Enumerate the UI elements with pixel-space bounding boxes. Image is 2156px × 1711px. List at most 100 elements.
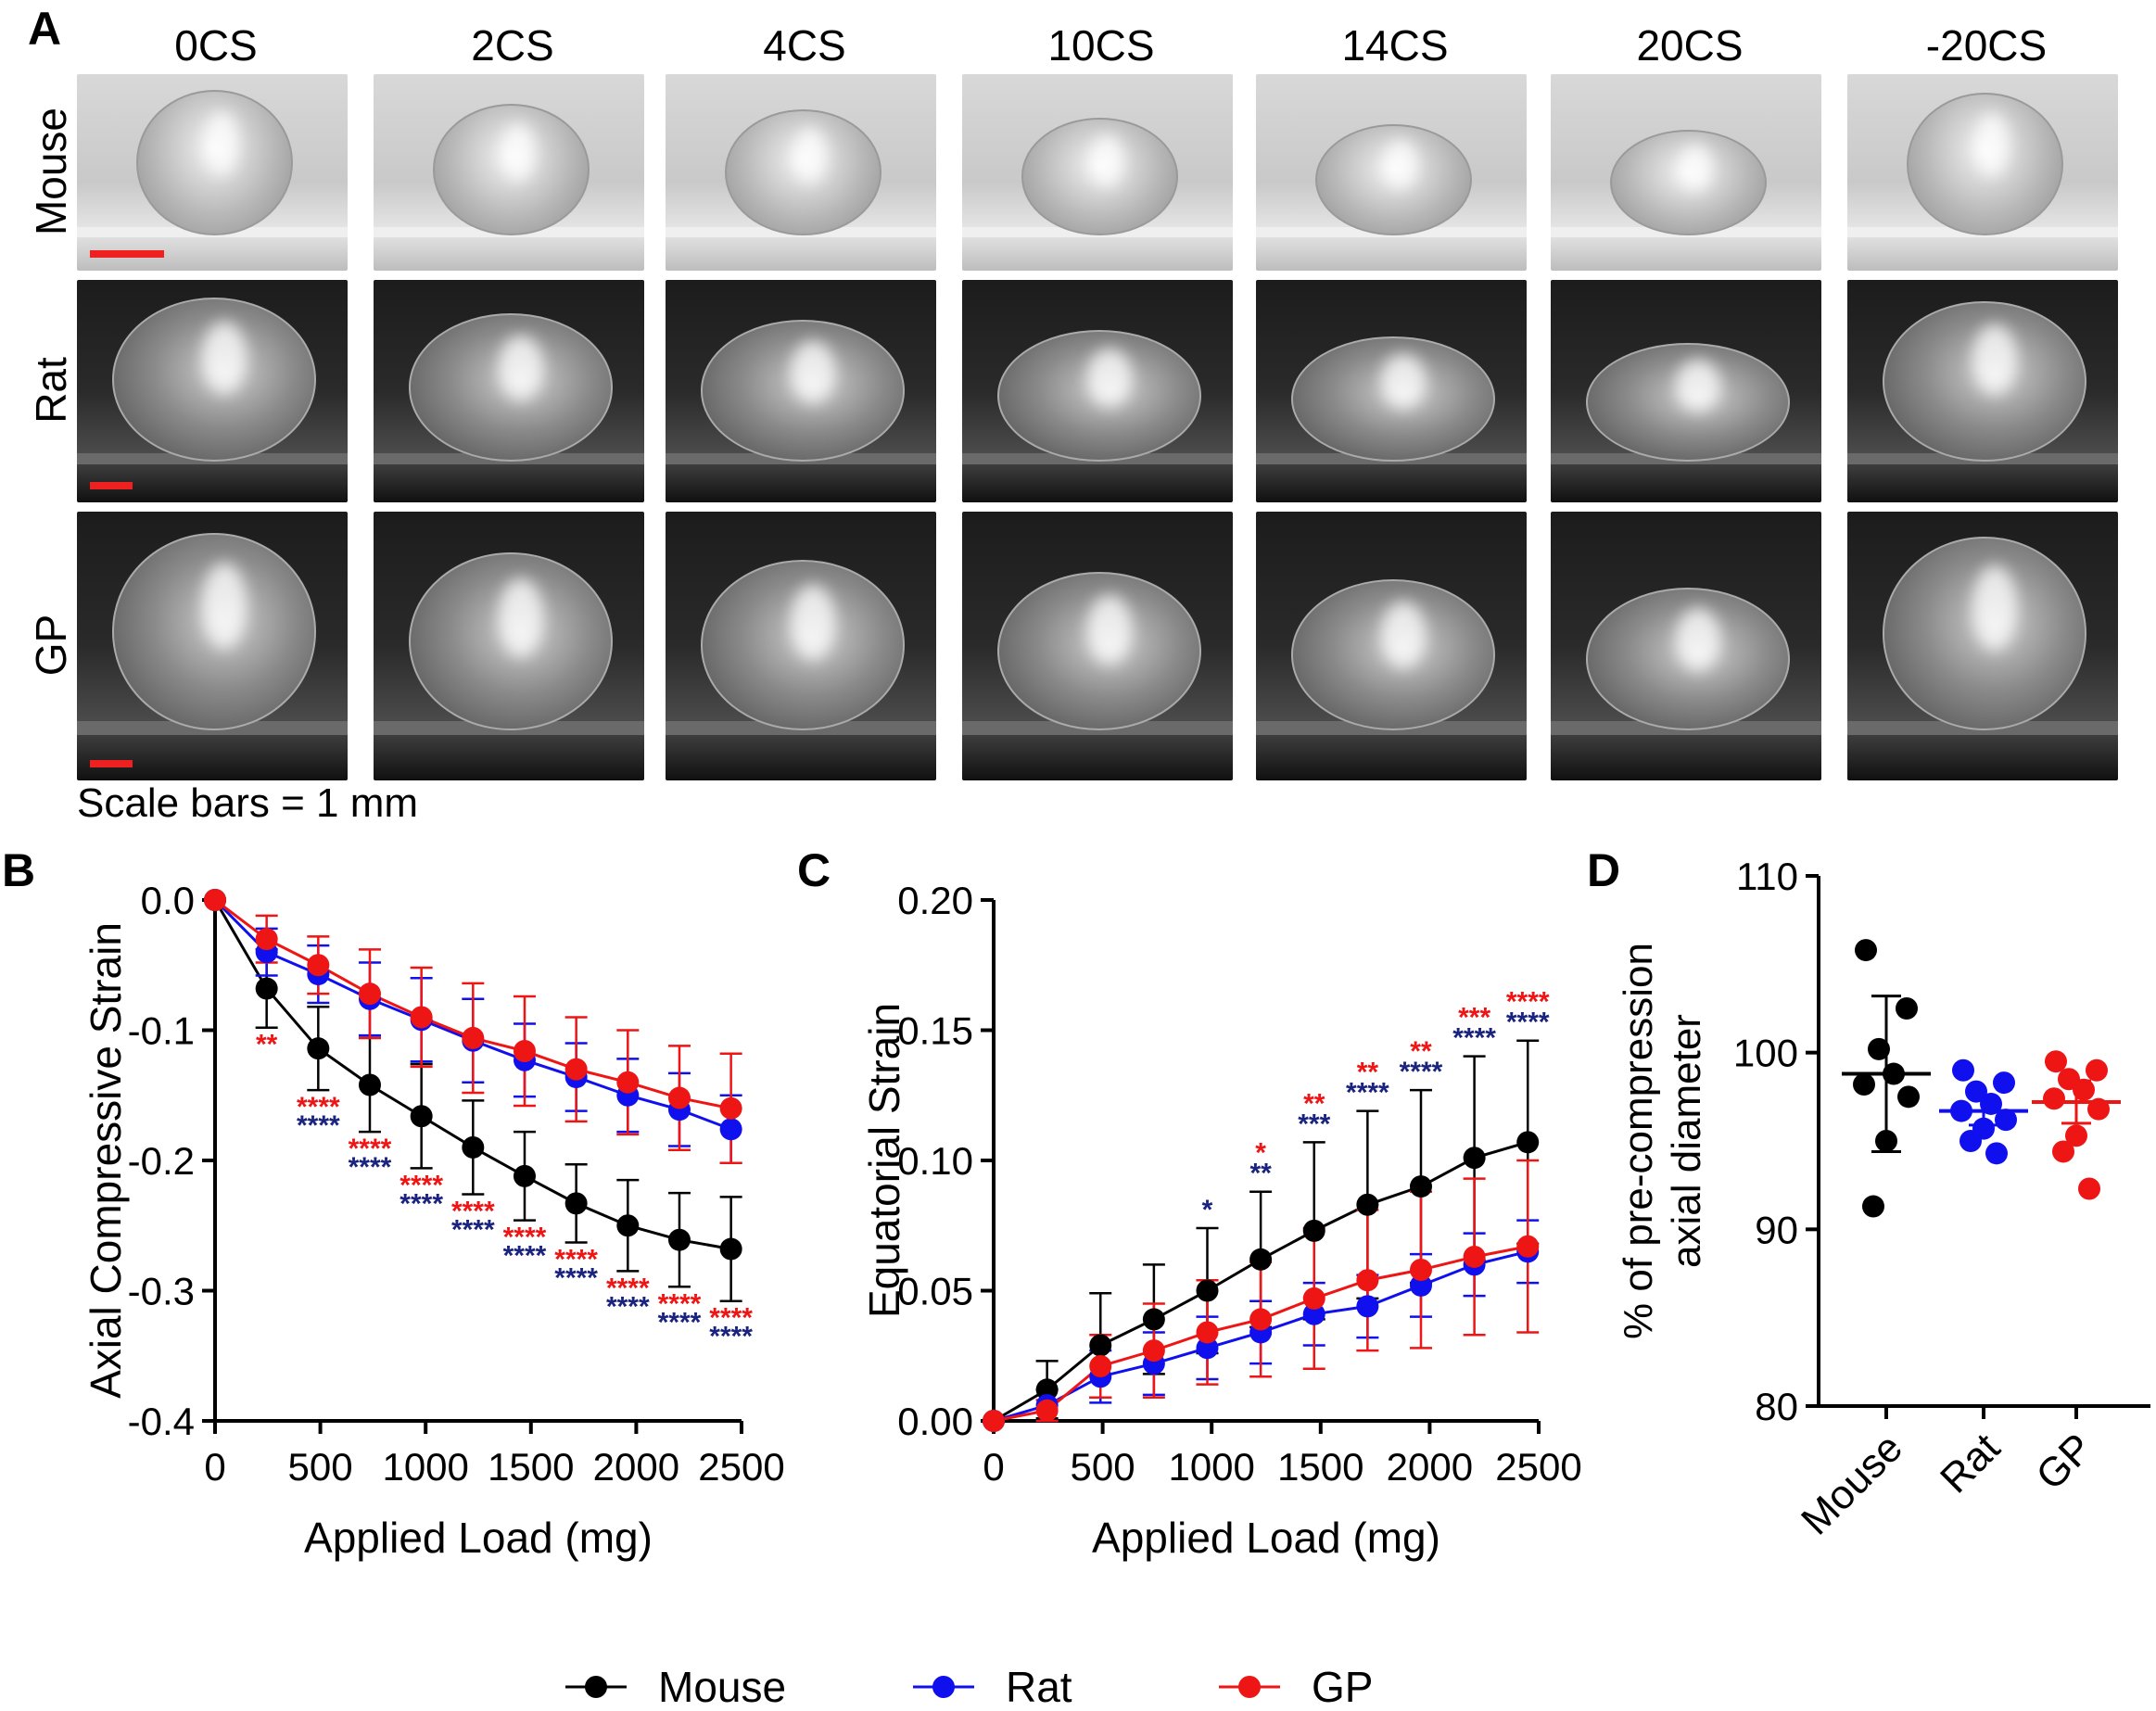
data-point (1302, 1302, 1325, 1325)
data-point (1995, 1109, 2017, 1132)
x-tick-label: 1500 (488, 1445, 574, 1489)
data-point (2078, 1177, 2100, 1200)
data-point (1985, 1142, 2008, 1165)
data-point (1249, 1308, 1273, 1331)
significance-marker: **** (451, 1215, 495, 1246)
lens-photo (962, 74, 1233, 271)
data-point (255, 977, 278, 1000)
data-point (1409, 1274, 1432, 1297)
data-point (1356, 1269, 1379, 1292)
column-label: 2CS (471, 21, 554, 70)
data-point (358, 1073, 381, 1096)
significance-marker: **** (658, 1288, 702, 1319)
x-tick-label: Mouse (1793, 1425, 1911, 1543)
data-point (719, 1237, 742, 1261)
lens-photo (77, 280, 348, 502)
x-tick-label: 0 (204, 1445, 225, 1489)
significance-marker: ** (1410, 1036, 1432, 1067)
data-point (1516, 1235, 1540, 1258)
data-point (667, 1228, 691, 1251)
x-tick-label: 500 (288, 1445, 353, 1489)
data-point (1302, 1219, 1325, 1242)
data-point (462, 1135, 485, 1159)
data-point (719, 1118, 742, 1141)
x-tick-label: 0 (983, 1445, 1004, 1489)
lens-photo (77, 74, 348, 271)
y-tick-label: 0.15 (897, 1009, 973, 1053)
lens-photo (1551, 280, 1821, 502)
data-point (1089, 1334, 1112, 1357)
data-point (719, 1096, 742, 1120)
significance-marker: **** (297, 1110, 340, 1141)
legend-marker (1238, 1676, 1261, 1698)
y-tick-label: -0.1 (128, 1009, 195, 1053)
x-tick-label: 1500 (1277, 1445, 1363, 1489)
data-point (462, 1026, 485, 1049)
scale-bar (90, 760, 133, 767)
chart-equatorial-strain: 0.00 0.05 0.10 0.15 0.20 0 500 1000 1500 2000 2500… (860, 879, 1582, 1562)
scale-bar (90, 250, 164, 258)
significance-marker: **** (399, 1170, 443, 1200)
row-label: Mouse (27, 107, 75, 236)
data-point (1853, 1072, 1875, 1096)
data-point (1959, 1130, 1982, 1152)
significance-marker: **** (554, 1263, 598, 1294)
lens-photo (1551, 512, 1821, 780)
data-point (1035, 1399, 1059, 1422)
legend-label: Rat (1006, 1663, 1072, 1711)
x-tick-label: GP (2027, 1425, 2101, 1499)
column-label: 0CS (174, 21, 258, 70)
significance-marker: **** (709, 1322, 753, 1352)
lens-photo (962, 512, 1233, 780)
significance-marker: **** (1346, 1078, 1389, 1109)
data-point (1896, 997, 1918, 1020)
lens-photo (1551, 74, 1821, 271)
column-label: 4CS (763, 21, 846, 70)
y-axis-label: Axial Compressive Strain (82, 922, 130, 1399)
data-point (1855, 939, 1877, 962)
data-point (1463, 1245, 1486, 1268)
significance-marker: **** (606, 1273, 650, 1303)
data-point (307, 1037, 330, 1060)
lens-photo (1256, 74, 1527, 271)
significance-marker: **** (1506, 1008, 1550, 1038)
significance-marker: * (1255, 1138, 1266, 1169)
data-point (564, 1192, 588, 1215)
data-point (2045, 1050, 2067, 1073)
chart-axial-diameter: 80 90 100 110 % of pre-compression axial diam… (1616, 855, 2150, 1543)
data-point (1249, 1248, 1273, 1271)
data-point (1142, 1308, 1165, 1331)
panel-label-a: A (28, 3, 62, 55)
data-point (358, 982, 381, 1006)
significance-marker: *** (1298, 1109, 1330, 1139)
data-point (2052, 1140, 2074, 1163)
y-axis-label: % of pre-compression (1616, 943, 1661, 1339)
data-point (1196, 1279, 1219, 1302)
data-point (1356, 1193, 1379, 1216)
significance-marker: **** (606, 1291, 650, 1322)
legend: Mouse Rat GP (565, 1663, 1373, 1711)
significance-marker: ** (256, 1030, 278, 1060)
y-tick-label: 110 (1736, 855, 1798, 898)
significance-marker: **** (1506, 987, 1550, 1018)
column-label: -20CS (1925, 21, 2048, 70)
data-point (2065, 1124, 2087, 1147)
data-point (513, 1039, 536, 1062)
data-point (667, 1086, 691, 1109)
x-tick-label: 2500 (1495, 1445, 1581, 1489)
data-point (1952, 1058, 1974, 1082)
data-point (1409, 1175, 1432, 1198)
data-point (616, 1071, 640, 1094)
data-point (2043, 1087, 2065, 1110)
lens-photo (962, 280, 1233, 502)
column-label: 20CS (1636, 21, 1744, 70)
x-tick-label: Rat (1932, 1425, 2009, 1502)
significance-marker: **** (1452, 1023, 1496, 1054)
data-point (1089, 1354, 1112, 1377)
y-axis-label: Equatorial Strain (860, 1003, 908, 1318)
x-tick-label: 2000 (1387, 1445, 1473, 1489)
data-point (410, 1105, 433, 1128)
x-tick-label: 1000 (382, 1445, 468, 1489)
data-point (307, 954, 330, 977)
data-point (255, 928, 278, 951)
